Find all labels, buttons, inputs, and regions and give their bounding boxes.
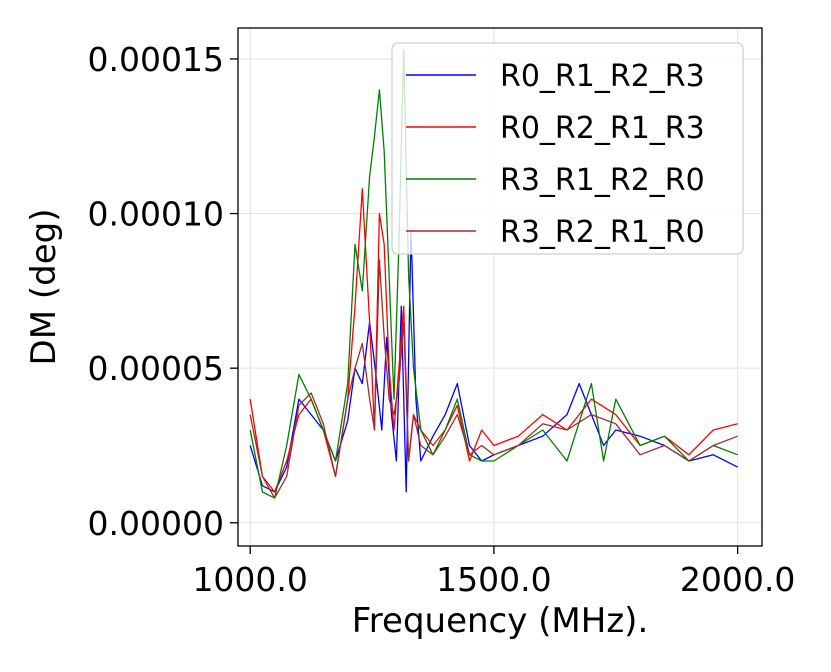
y-axis-label: DM (deg)	[24, 209, 64, 366]
y-tick-label: 0.00010	[88, 195, 224, 234]
x-axis-label: Frequency (MHz).	[352, 601, 649, 641]
plot-frame	[237, 27, 763, 547]
x-tick-label: 1000.0	[192, 560, 307, 599]
y-tick-label: 0.00015	[88, 40, 224, 79]
x-tick-label: 1500.0	[436, 560, 551, 599]
y-tick-label: 0.00000	[88, 504, 224, 543]
legend-label: R0_R2_R1_R3	[500, 111, 705, 146]
legend-box	[391, 42, 744, 255]
legend-label: R3_R2_R1_R0	[500, 215, 705, 250]
legend-label: R3_R1_R2_R0	[500, 163, 705, 198]
y-tick-label: 0.00005	[88, 349, 224, 388]
series-layer	[249, 48, 738, 499]
axis-ticks: 1000.0 1500.0 2000.0 0.00000 0.00005 0.00010 0…	[88, 40, 796, 599]
x-tick-label: 2000.0	[680, 560, 795, 599]
series-line-r3-r2-r1-r0	[249, 259, 738, 499]
legend-label: R0_R1_R2_R3	[500, 59, 705, 94]
legend: R0_R1_R2_R3 R0_R2_R1_R3 R3_R1_R2_R0 R3_R2_R…	[391, 42, 744, 255]
